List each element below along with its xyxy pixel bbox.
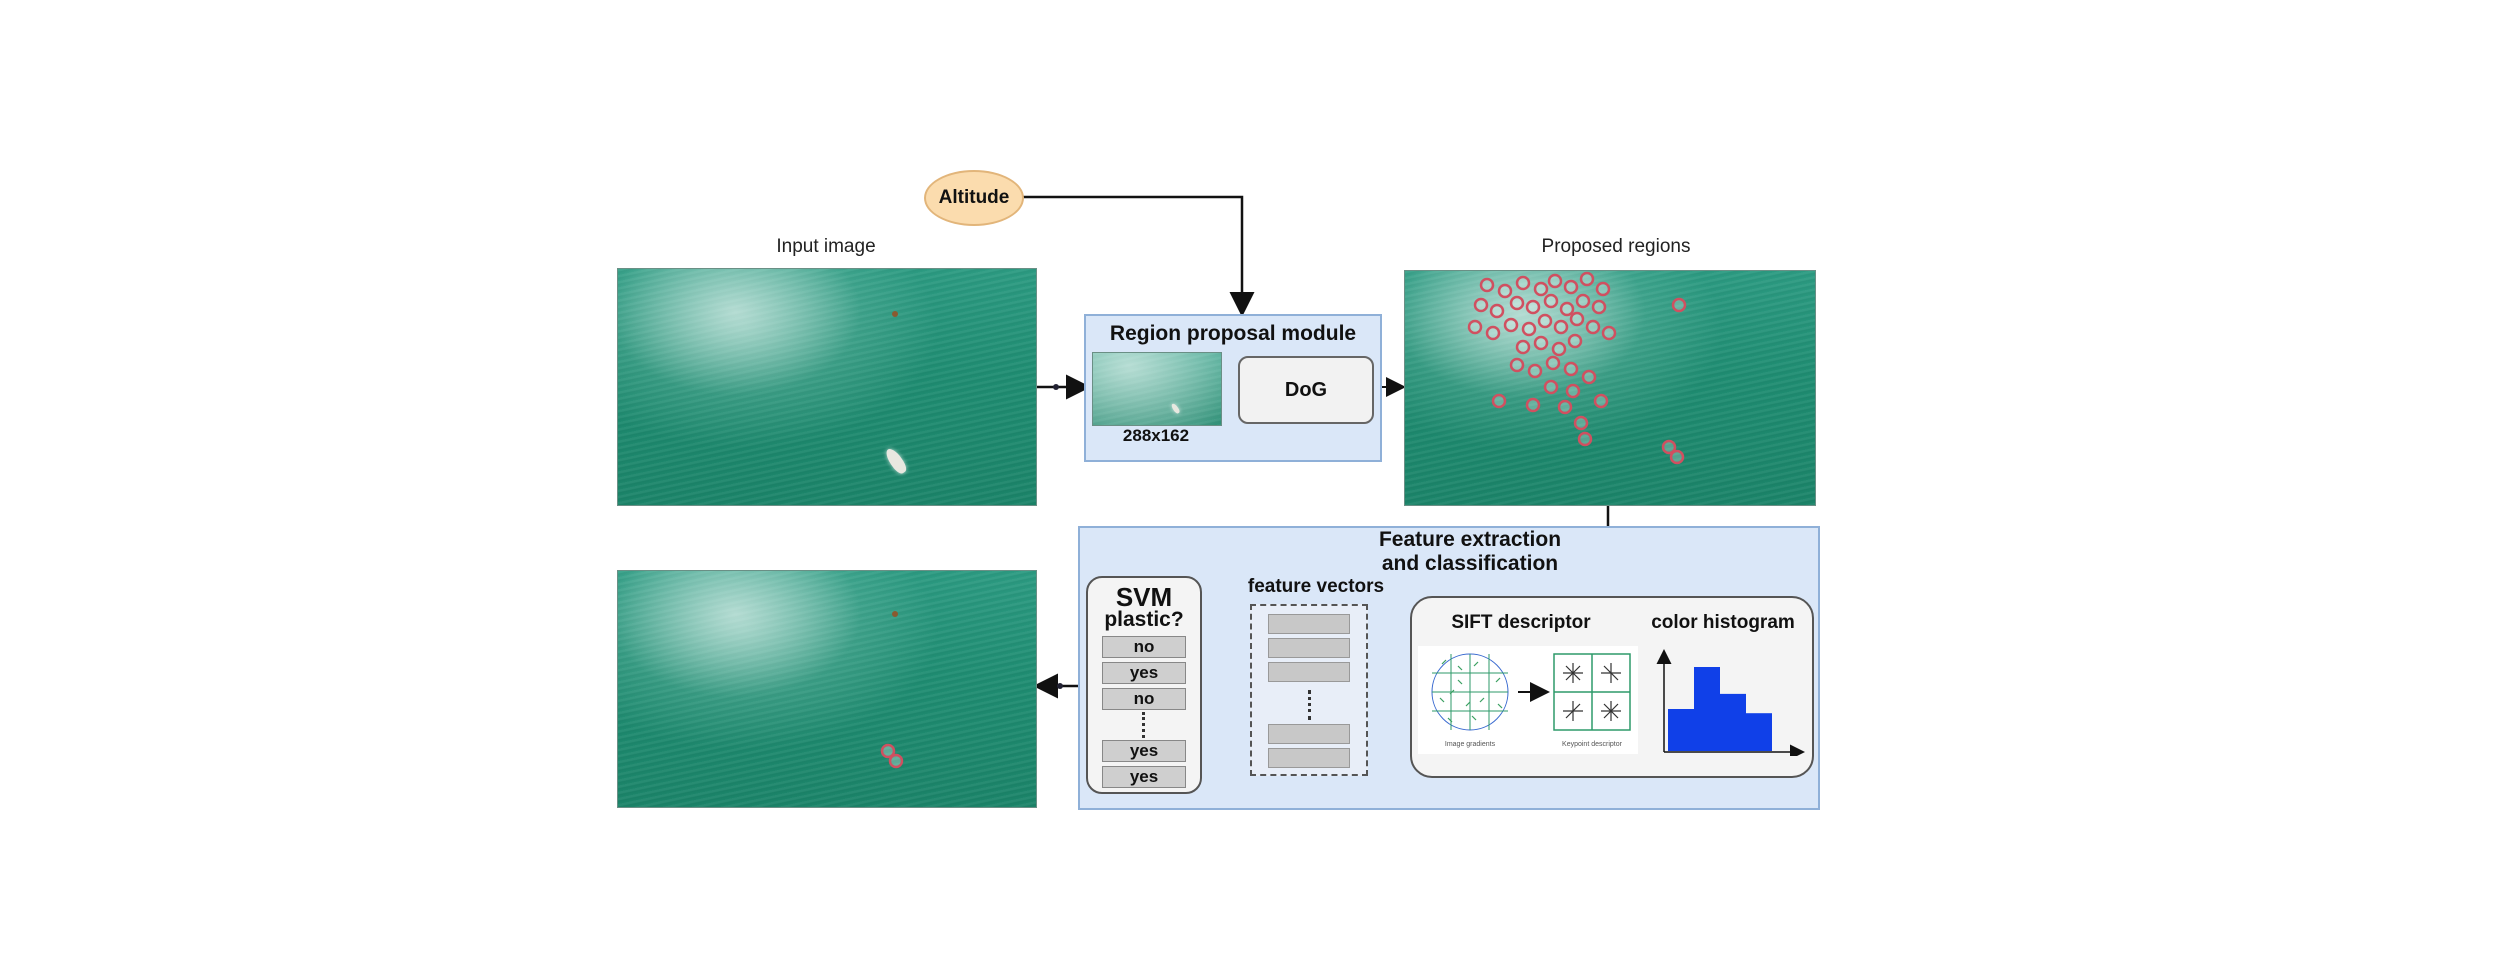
feature-vector-bar bbox=[1268, 638, 1350, 658]
feature-vector-bar bbox=[1268, 662, 1350, 682]
sift-right-caption: Keypoint descriptor bbox=[1562, 741, 1623, 748]
sift-illustration: Image gradients Keypoint descriptor bbox=[1418, 646, 1638, 754]
svm-box: SVM plastic? no yes no yes yes bbox=[1086, 576, 1202, 794]
downscaled-thumbnail bbox=[1092, 352, 1222, 426]
dog-box: DoG bbox=[1238, 356, 1374, 424]
thumbnail-resolution-label: 288x162 bbox=[1122, 426, 1190, 445]
color-histogram-label: color histogram bbox=[1651, 612, 1795, 633]
feature-vector-bar bbox=[1268, 724, 1350, 744]
feature-vector-bar bbox=[1268, 614, 1350, 634]
input-image bbox=[617, 268, 1037, 506]
arrow-altitude-to-rpm bbox=[1020, 195, 1255, 317]
descriptor-box: SIFT descriptor color histogram bbox=[1410, 596, 1814, 778]
svm-output-cell: yes bbox=[1102, 662, 1186, 684]
thumbnail-boat bbox=[1170, 402, 1181, 415]
sift-left-caption: Image gradients bbox=[1445, 741, 1496, 748]
feature-vectors-label: feature vectors bbox=[1247, 576, 1385, 597]
output-image bbox=[617, 570, 1037, 808]
feature-extraction-title-line1: Feature extraction bbox=[1378, 528, 1562, 551]
feature-extraction-panel: Feature extraction and classification SV… bbox=[1078, 526, 1820, 810]
feature-vector-ellipsis bbox=[1308, 690, 1311, 720]
altitude-node: Altitude bbox=[924, 170, 1024, 226]
buoy bbox=[892, 611, 898, 617]
svm-output-cell: no bbox=[1102, 636, 1186, 658]
feature-vector-bar bbox=[1268, 748, 1350, 768]
feature-extraction-title-line2: and classification bbox=[1381, 552, 1559, 575]
histogram-bar bbox=[1720, 693, 1746, 751]
input-image-caption: Input image bbox=[776, 236, 876, 257]
sift-descriptor-label: SIFT descriptor bbox=[1451, 612, 1591, 633]
svm-ellipsis bbox=[1142, 712, 1145, 738]
proposed-regions-image bbox=[1404, 270, 1816, 506]
altitude-label: Altitude bbox=[938, 187, 1010, 208]
histogram-bar bbox=[1668, 709, 1694, 751]
svm-question: plastic? bbox=[1104, 608, 1184, 631]
proposed-regions-caption: Proposed regions bbox=[1541, 236, 1691, 257]
histogram-bar bbox=[1746, 713, 1772, 751]
region-proposal-module: Region proposal module 288x162 DoG bbox=[1084, 314, 1382, 462]
feature-vectors-box bbox=[1250, 604, 1368, 776]
buoy bbox=[892, 311, 898, 317]
svm-output-cell: yes bbox=[1102, 766, 1186, 788]
svm-output-cell: no bbox=[1102, 688, 1186, 710]
detected-boat-markers bbox=[880, 743, 904, 769]
dog-label: DoG bbox=[1284, 379, 1328, 401]
svm-output-cell: yes bbox=[1102, 740, 1186, 762]
color-histogram-chart bbox=[1656, 649, 1805, 756]
region-markers bbox=[1467, 271, 1687, 465]
histogram-bar bbox=[1694, 667, 1720, 751]
boat bbox=[883, 446, 909, 476]
region-proposal-title: Region proposal module bbox=[1109, 322, 1357, 345]
svm-title: SVM bbox=[1115, 582, 1173, 612]
